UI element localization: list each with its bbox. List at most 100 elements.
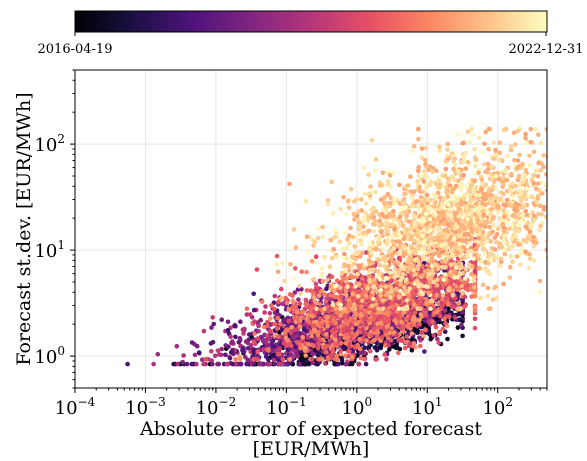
scatter-point (314, 288, 319, 293)
scatter-point (348, 274, 353, 280)
scatter-point (389, 326, 394, 331)
scatter-point (472, 316, 478, 322)
scatter-point (300, 334, 306, 340)
scatter-point (409, 331, 415, 336)
scatter-point (462, 276, 468, 281)
scatter-point (445, 302, 451, 307)
scatter-point (313, 281, 319, 287)
scatter-point (537, 289, 543, 294)
scatter-point (551, 160, 556, 165)
scatter-point (334, 353, 339, 359)
scatter-point (370, 317, 376, 322)
scatter-point (479, 177, 485, 183)
scatter-point (275, 351, 281, 357)
scatter-point (293, 345, 299, 350)
scatter-point (501, 281, 506, 287)
scatter-point (319, 320, 325, 325)
scatter-point (360, 298, 365, 304)
scatter-point (217, 352, 222, 357)
scatter-point (433, 324, 439, 330)
scatter-point (399, 319, 404, 325)
scatter-point (189, 361, 194, 367)
scatter-point (552, 193, 557, 198)
scatter-point (211, 321, 216, 327)
scatter-point (470, 132, 476, 138)
scatter-point (362, 332, 368, 337)
scatter-point (526, 266, 532, 271)
scatter-point (316, 342, 322, 347)
scatter-point (366, 318, 372, 323)
scatter-point (552, 184, 557, 189)
scatter-point (233, 357, 238, 362)
scatter-point (356, 288, 362, 294)
scatter-point (282, 361, 288, 367)
scatter-point (192, 352, 198, 358)
scatter-point (224, 361, 230, 367)
scatter-point (319, 327, 324, 333)
scatter-point (313, 254, 319, 259)
scatter-point (272, 306, 277, 312)
scatter-point (482, 224, 488, 230)
scatter-point (504, 197, 510, 203)
scatter-point (397, 182, 402, 188)
scatter-point (388, 337, 394, 343)
scatter-point (550, 248, 555, 253)
scatter-point (469, 294, 474, 299)
scatter-point (519, 218, 524, 224)
scatter-point (552, 137, 557, 142)
scatter-point (384, 332, 389, 337)
scatter-point (275, 326, 280, 331)
scatter-point (552, 143, 557, 148)
scatter-point (487, 224, 492, 230)
scatter-point (267, 311, 273, 316)
scatter-point (482, 250, 488, 256)
scatter-point (293, 304, 298, 310)
scatter-point (552, 178, 557, 183)
scatter-point (459, 322, 464, 328)
scatter-point (302, 361, 308, 367)
scatter-point (449, 151, 455, 156)
scatter-point (291, 354, 297, 359)
scatter-point (297, 324, 303, 330)
scatter-point (266, 348, 271, 353)
scatter-point (290, 335, 296, 340)
scatter-point (346, 344, 352, 350)
scatter-point (291, 300, 296, 305)
scatter-point (343, 361, 349, 367)
scatter-point (333, 294, 339, 300)
scatter-point (435, 336, 440, 342)
scatter-point (423, 319, 428, 324)
scatter-point (311, 343, 317, 349)
scatter-point (384, 357, 389, 362)
scatter-point (443, 320, 448, 326)
scatter-point (262, 310, 267, 315)
scatter-point (541, 207, 547, 212)
scatter-point (277, 346, 282, 351)
scatter-point (549, 188, 554, 193)
scatter-point (240, 327, 246, 332)
scatter-point (309, 357, 315, 362)
scatter-point (298, 291, 303, 296)
scatter-point (552, 186, 557, 191)
scatter-point (245, 340, 250, 346)
scatter-point (336, 361, 341, 367)
scatter-point (549, 190, 554, 195)
scatter-point (303, 353, 309, 358)
scatter-point (252, 331, 257, 336)
scatter-point (237, 335, 243, 341)
scatter-point (304, 288, 310, 293)
scatter-point (552, 206, 557, 211)
scatter-point (397, 239, 402, 244)
scatter-point (348, 186, 354, 192)
scatter-point (370, 311, 376, 317)
scatter-point (391, 208, 396, 214)
scatter-point (346, 205, 352, 211)
scatter-point (237, 357, 243, 362)
scatter-point (411, 322, 417, 327)
scatter-point (369, 333, 375, 338)
scatter-point (368, 348, 373, 354)
scatter-point (552, 170, 557, 175)
scatter-point (194, 343, 200, 349)
scatter-point (272, 293, 278, 299)
scatter-point (343, 288, 349, 294)
